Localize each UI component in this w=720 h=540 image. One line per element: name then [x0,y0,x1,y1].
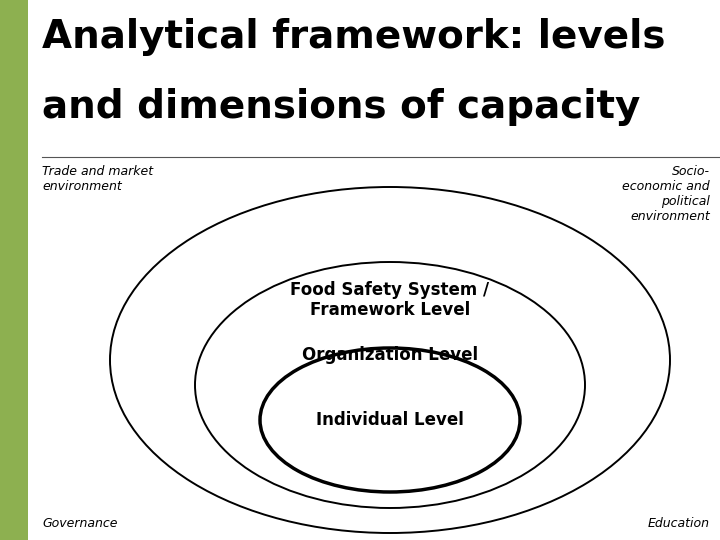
Text: Analytical framework: levels: Analytical framework: levels [42,18,665,56]
Text: Socio-
economic and
political
environment: Socio- economic and political environmen… [622,165,710,223]
Text: and dimensions of capacity: and dimensions of capacity [42,88,640,126]
Text: Individual Level: Individual Level [316,411,464,429]
Text: Education: Education [648,517,710,530]
Text: Trade and market
environment: Trade and market environment [42,165,153,193]
Bar [0,0,28,540]
Text: Organization Level: Organization Level [302,346,478,364]
Text: Food Safety System /
Framework Level: Food Safety System / Framework Level [290,281,490,319]
Text: Governance: Governance [42,517,117,530]
